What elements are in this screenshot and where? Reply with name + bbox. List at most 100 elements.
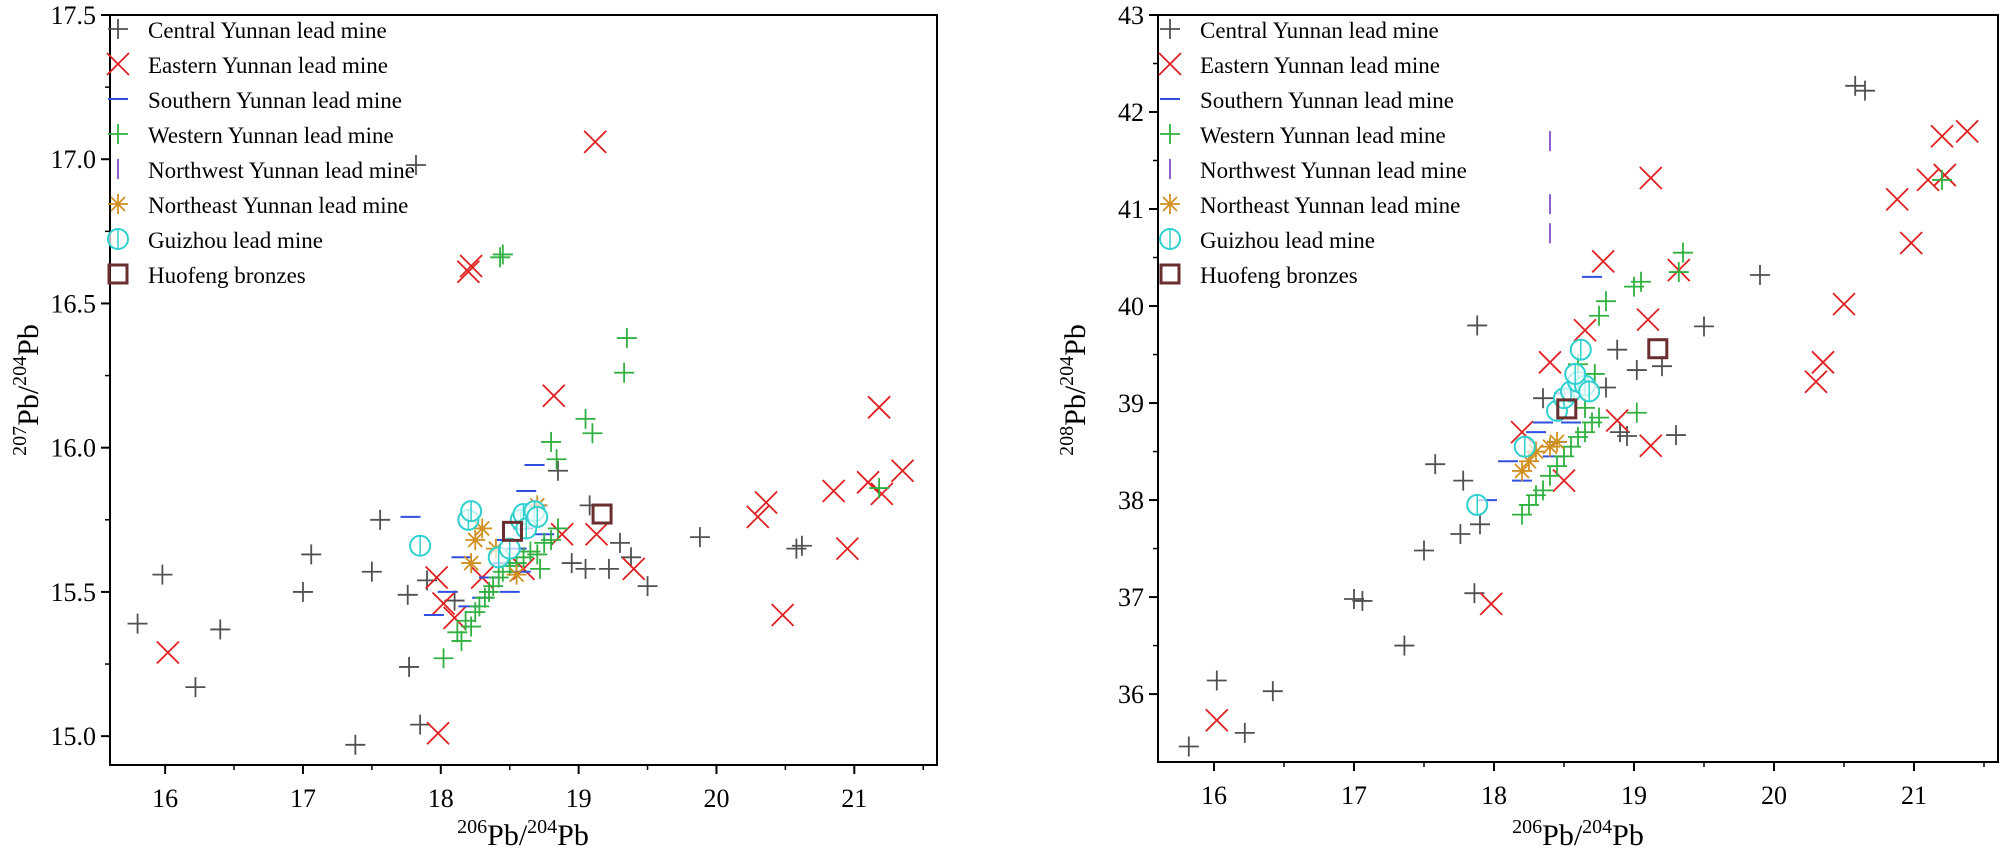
- data-point-central: [1450, 524, 1471, 545]
- legend-item-western: Western Yunnan lead mine: [1160, 123, 1446, 148]
- data-point-eastern: [1885, 187, 1909, 211]
- data-point-western: [1589, 305, 1609, 326]
- data-point-northeast: [506, 564, 527, 585]
- legend-item-central: Central Yunnan lead mine: [1160, 18, 1439, 43]
- data-point-guizhou: [1564, 362, 1587, 385]
- y-tick-label: 17.0: [51, 145, 97, 174]
- data-point-eastern: [156, 640, 180, 665]
- x-tick-label: 19: [566, 784, 592, 813]
- data-point-central: [1453, 470, 1474, 491]
- data-point-eastern: [1832, 292, 1856, 316]
- data-point-western: [547, 518, 568, 539]
- data-point-eastern: [1933, 163, 1957, 187]
- data-point-central: [1467, 315, 1488, 336]
- axis-label-sup: 204: [527, 816, 557, 838]
- data-point-western: [490, 247, 511, 268]
- data-point-huofeng: [591, 503, 613, 525]
- data-point-eastern: [890, 459, 915, 483]
- y-tick-label: 38: [1118, 486, 1144, 515]
- legend-label: Eastern Yunnan lead mine: [148, 53, 388, 78]
- axis-label-sup: 204: [1056, 356, 1078, 386]
- y-tick-label: 16.0: [51, 434, 97, 463]
- data-point-central: [152, 564, 173, 585]
- data-point-eastern: [1479, 592, 1503, 616]
- data-point-western: [483, 576, 504, 597]
- data-point-central: [637, 576, 658, 597]
- legend-item-huofeng: Huofeng bronzes: [1159, 263, 1358, 288]
- legend: Central Yunnan lead mine Eastern Yunnan l…: [1158, 18, 1467, 288]
- data-point-western: [546, 449, 567, 470]
- legend-marker-guizhou: [1159, 228, 1181, 250]
- data-point-central: [689, 527, 710, 548]
- data-point-guizhou: [1578, 380, 1601, 403]
- legend-label: Northwest Yunnan lead mine: [148, 158, 415, 183]
- y-tick-label: 15.5: [51, 578, 97, 607]
- data-point-central: [185, 677, 206, 698]
- y-tick-label: 41: [1118, 195, 1144, 224]
- series-guizhou: [1466, 338, 1601, 516]
- data-point-central: [1394, 635, 1415, 656]
- y-tick-label: 37: [1118, 583, 1144, 612]
- data-point-central: [1607, 339, 1628, 360]
- data-point-eastern: [1899, 231, 1923, 255]
- legend-label: Northwest Yunnan lead mine: [1200, 158, 1467, 183]
- data-point-eastern: [856, 470, 880, 494]
- axis-label-base: Pb/: [487, 819, 528, 852]
- data-point-northeast: [465, 530, 486, 550]
- data-point-central: [399, 656, 420, 677]
- data-point-central: [1750, 264, 1770, 285]
- data-point-western: [1673, 242, 1693, 263]
- legend-item-northwest: Northwest Yunnan lead mine: [1169, 158, 1467, 183]
- data-point-eastern: [426, 721, 450, 745]
- y-tick-label: 36: [1118, 680, 1144, 709]
- data-point-western: [1533, 480, 1553, 501]
- data-point-western: [541, 530, 562, 550]
- y-tick-label: 39: [1118, 389, 1144, 418]
- legend-item-southern: Southern Yunnan lead mine: [108, 88, 402, 113]
- legend-item-central: Central Yunnan lead mine: [108, 18, 387, 43]
- data-point-central: [598, 558, 619, 579]
- series-huofeng: [1556, 338, 1669, 420]
- data-point-central: [405, 155, 426, 175]
- data-point-central: [1533, 388, 1553, 409]
- legend-marker-central: [1160, 19, 1180, 39]
- data-point-eastern: [431, 591, 456, 616]
- axis-label-base: Pb: [12, 324, 45, 356]
- data-point-guizhou: [1513, 435, 1536, 458]
- data-point-western: [1668, 262, 1689, 283]
- axis-label-sup: 204: [1582, 816, 1612, 838]
- data-point-central: [1178, 736, 1199, 757]
- x-axis-label: 206Pb/204Pb: [1512, 816, 1644, 852]
- x-tick-label: 17: [1341, 781, 1367, 810]
- axis-label-base: Pb: [557, 819, 589, 852]
- data-point-guizhou: [1466, 493, 1489, 516]
- data-point-eastern: [459, 254, 483, 278]
- data-point-eastern: [1591, 249, 1615, 274]
- legend-label: Western Yunnan lead mine: [148, 123, 394, 148]
- axis-label-base: Pb: [1059, 324, 1092, 356]
- y-axis-label: 207Pb/204Pb: [9, 324, 45, 456]
- data-point-western: [433, 648, 454, 669]
- x-tick-label: 20: [703, 784, 729, 813]
- data-point-eastern: [456, 260, 481, 284]
- data-point-western: [541, 431, 562, 452]
- data-point-western: [614, 362, 635, 383]
- data-point-eastern: [835, 537, 860, 561]
- data-point-northeast: [1540, 436, 1560, 457]
- data-point-central: [397, 584, 418, 605]
- data-point-central: [1206, 670, 1227, 691]
- x-tick-label: 19: [1621, 781, 1647, 810]
- series-western: [1512, 169, 1952, 525]
- data-point-central: [127, 613, 148, 634]
- data-point-eastern: [870, 482, 894, 506]
- data-point-western: [465, 602, 486, 623]
- legend-item-eastern: Eastern Yunnan lead mine: [1158, 52, 1440, 78]
- data-point-central: [370, 509, 391, 530]
- data-point-huofeng: [501, 520, 523, 542]
- axis-label-sup: 206: [457, 816, 487, 838]
- data-point-central: [1626, 360, 1647, 381]
- series-central: [127, 155, 812, 755]
- x-tick-label: 18: [428, 784, 454, 813]
- legend-item-southern: Southern Yunnan lead mine: [1160, 88, 1454, 113]
- data-point-eastern: [1930, 124, 1954, 148]
